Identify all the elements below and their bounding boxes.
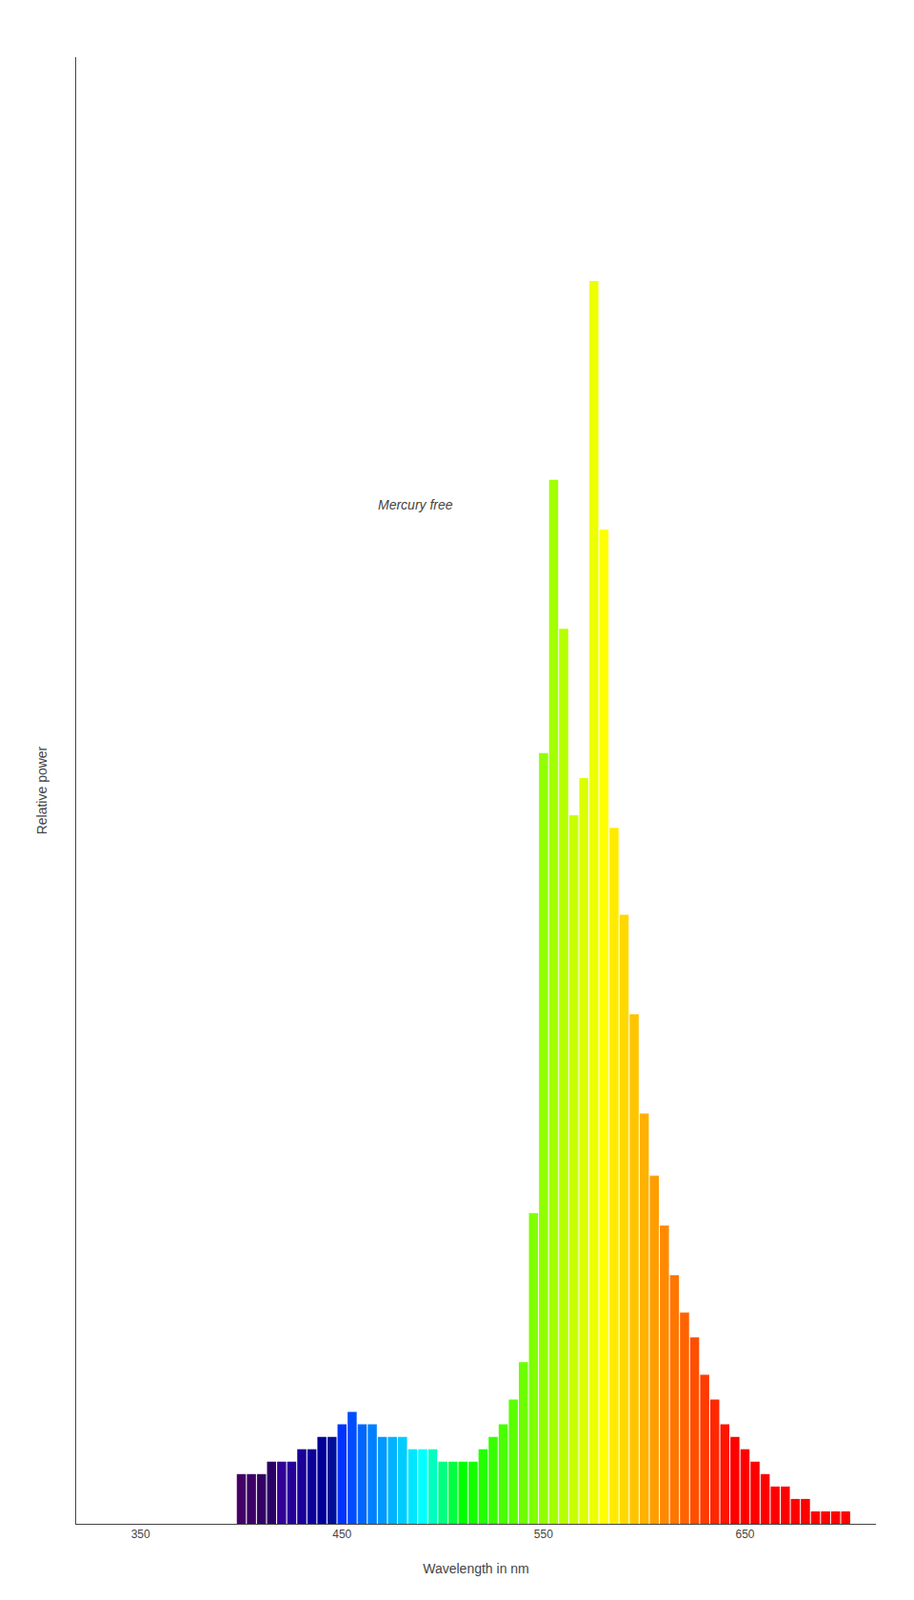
svg-text:350: 350 xyxy=(131,1527,151,1541)
svg-text:650: 650 xyxy=(735,1527,755,1541)
svg-text:450: 450 xyxy=(332,1527,352,1541)
svg-text:Wavelength in nm: Wavelength in nm xyxy=(422,1560,530,1576)
svg-text:Mercury free: Mercury free xyxy=(377,496,454,513)
svg-text:550: 550 xyxy=(534,1527,554,1541)
svg-text:Relative power: Relative power xyxy=(34,745,50,835)
